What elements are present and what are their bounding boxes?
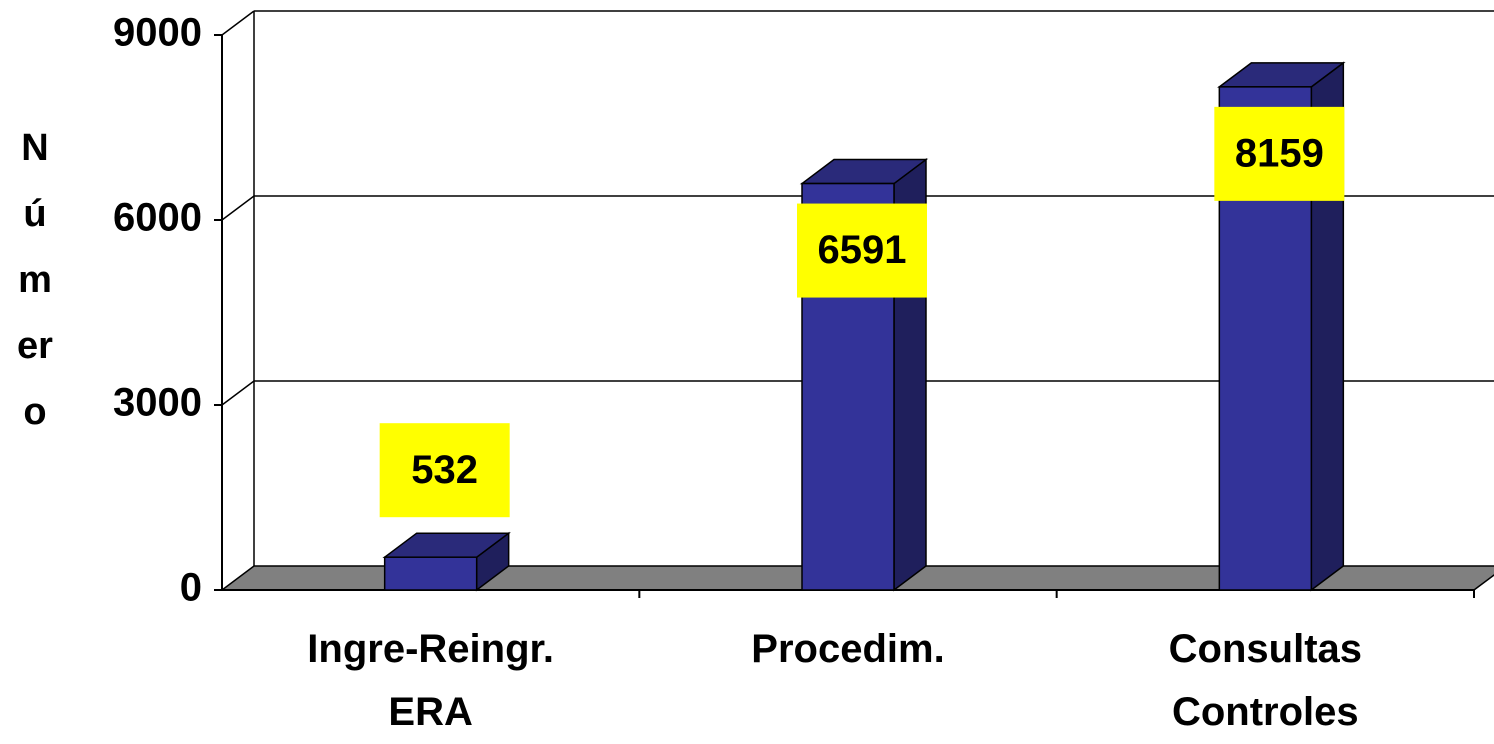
x-tick-label: Procedim. bbox=[751, 627, 945, 671]
x-tick-label: Consultas Controles bbox=[1168, 627, 1362, 734]
grid-line bbox=[221, 380, 1494, 406]
x-tick-label: Ingre-Reingr. ERA bbox=[307, 627, 554, 734]
data-label: 532 bbox=[411, 448, 478, 492]
data-label-box bbox=[379, 423, 510, 518]
y-tick-label: 6000 bbox=[113, 196, 202, 240]
grid-line bbox=[221, 195, 1494, 221]
bar bbox=[383, 556, 478, 591]
y-tick-label: 3000 bbox=[113, 381, 202, 425]
y-axis-depth bbox=[221, 10, 255, 36]
y-axis-title: Número bbox=[17, 127, 53, 433]
data-label: 6591 bbox=[818, 228, 907, 272]
data-label: 8159 bbox=[1235, 131, 1324, 175]
data-label-box bbox=[797, 203, 927, 298]
data-label-box bbox=[1214, 106, 1345, 201]
y-tick-label: 0 bbox=[180, 566, 202, 610]
y-tick-label: 9000 bbox=[113, 11, 202, 55]
